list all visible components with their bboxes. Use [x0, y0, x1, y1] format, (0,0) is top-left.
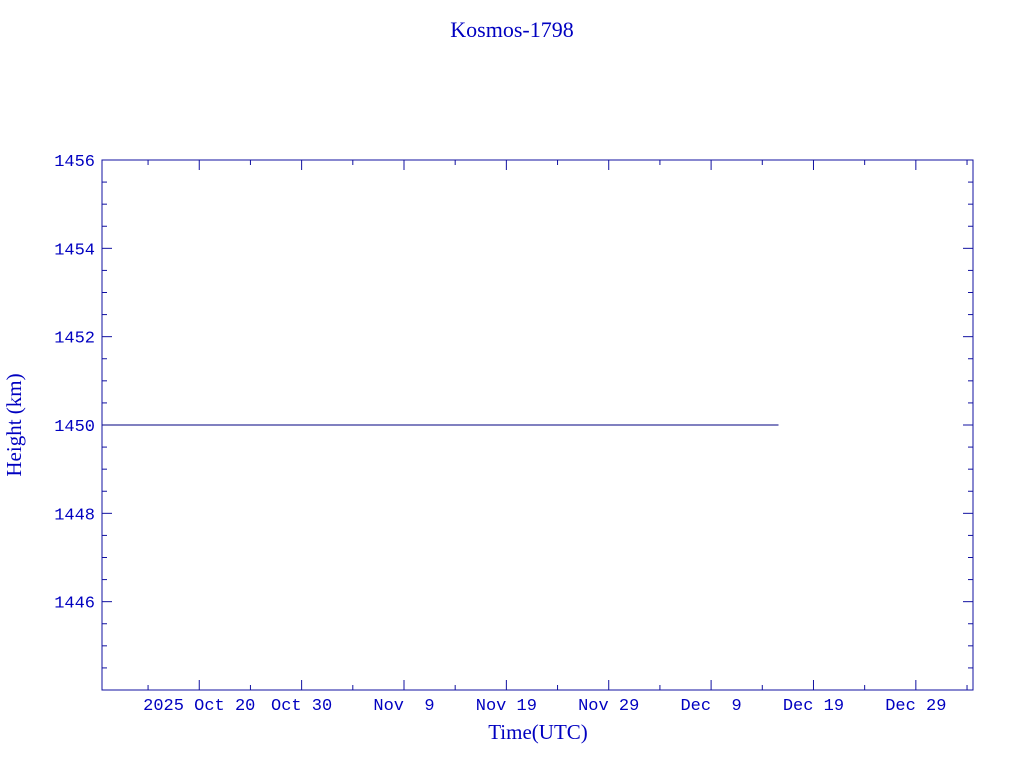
x-axis-label: Time(UTC) — [488, 720, 588, 744]
x-tick-label: Dec 19 — [783, 697, 844, 716]
y-tick-label: 1448 — [54, 506, 95, 525]
x-tick-label: Dec 29 — [885, 697, 946, 716]
chart-title: Kosmos-1798 — [450, 17, 573, 42]
y-tick-label: 1446 — [54, 595, 95, 614]
y-axis-label: Height (km) — [2, 373, 26, 476]
y-tick-label: 1452 — [54, 330, 95, 349]
x-tick-label: Oct 30 — [271, 697, 332, 716]
y-tick-label: 1456 — [54, 153, 95, 172]
plot-frame — [101, 159, 974, 691]
y-tick-label: 1450 — [54, 418, 95, 437]
x-tick-label: Nov 19 — [476, 697, 537, 716]
y-tick-label: 1454 — [54, 241, 95, 260]
x-tick-label: Nov 29 — [578, 697, 639, 716]
x-tick-label: 2025 Oct 20 — [143, 697, 255, 716]
x-tick-label: Nov 9 — [373, 697, 434, 716]
x-tick-label: Dec 9 — [680, 697, 741, 716]
